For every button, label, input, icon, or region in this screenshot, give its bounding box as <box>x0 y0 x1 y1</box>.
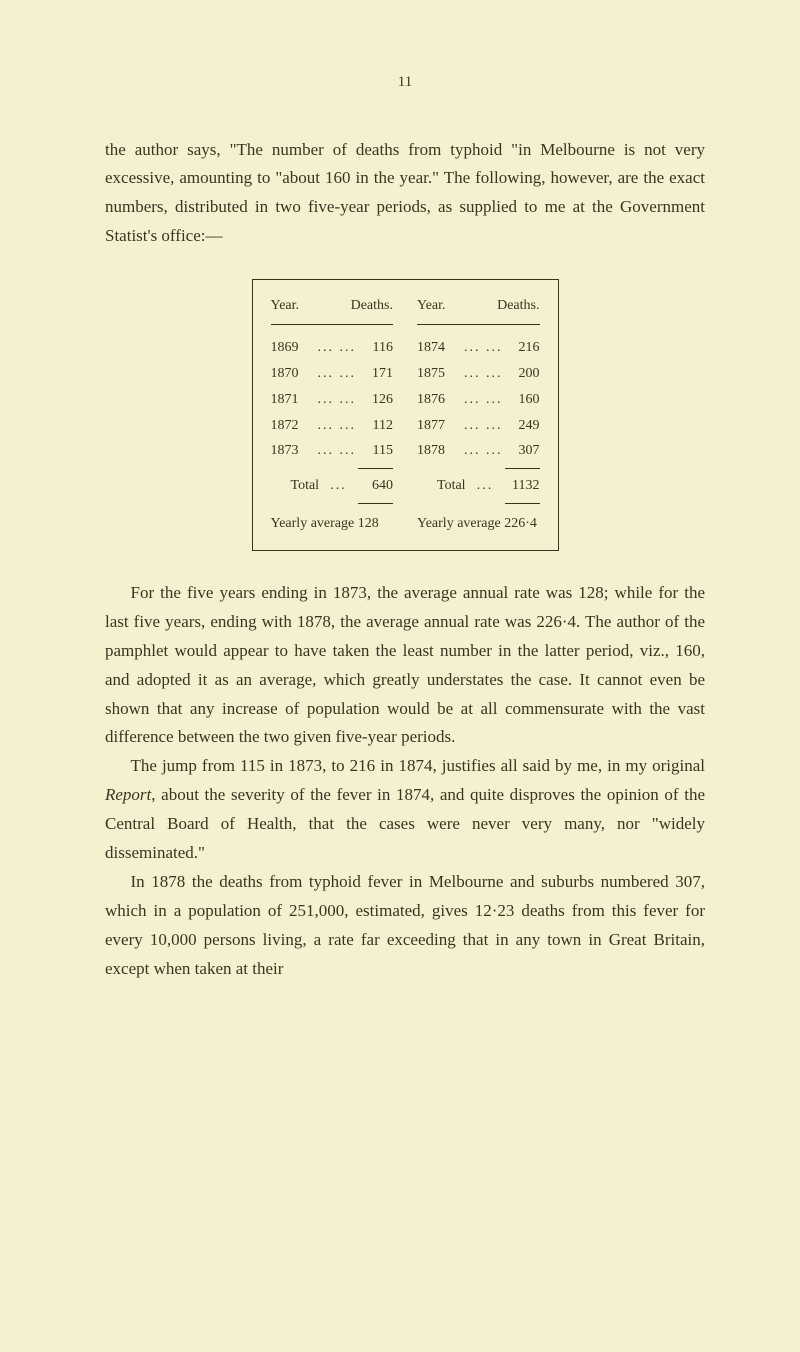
year-cell: 1878 <box>417 438 462 464</box>
p3-italic: Report <box>105 785 151 804</box>
table-header-right: Year. Deaths. <box>417 294 540 325</box>
deaths-cell: 171 <box>358 361 393 387</box>
table-row: 1870 ... ... 171 <box>271 361 394 387</box>
year-cell: 1870 <box>271 361 316 387</box>
year-cell: 1869 <box>271 335 316 361</box>
deaths-table-container: Year. Deaths. 1869 ... ... 116 1870 ... … <box>105 279 705 551</box>
deaths-cell: 249 <box>505 413 540 439</box>
yearly-average-right: Yearly average 226·4 <box>417 512 540 536</box>
deaths-cell: 115 <box>358 438 393 464</box>
dots: ... ... <box>462 413 505 439</box>
dots: ... ... <box>316 361 359 387</box>
paragraph-4: In 1878 the deaths from typhoid fever in… <box>105 868 705 984</box>
deaths-cell: 160 <box>505 387 540 413</box>
total-value: 640 <box>358 473 393 499</box>
dots: ... <box>319 473 358 499</box>
table-row: 1876 ... ... 160 <box>417 387 540 413</box>
deaths-table: Year. Deaths. 1869 ... ... 116 1870 ... … <box>252 279 559 551</box>
dots: ... ... <box>316 438 359 464</box>
table-row: 1878 ... ... 307 <box>417 438 540 464</box>
paragraph-3: The jump from 115 in 1873, to 216 in 187… <box>105 752 705 868</box>
table-row: 1871 ... ... 126 <box>271 387 394 413</box>
dots: ... ... <box>316 413 359 439</box>
dots: ... ... <box>462 335 505 361</box>
deaths-cell: 116 <box>358 335 393 361</box>
total-row-right: Total ... 1132 <box>417 473 540 499</box>
year-cell: 1876 <box>417 387 462 413</box>
table-row: 1872 ... ... 112 <box>271 413 394 439</box>
header-deaths-left: Deaths. <box>351 294 393 318</box>
total-label: Total <box>417 473 466 499</box>
deaths-cell: 126 <box>358 387 393 413</box>
deaths-cell: 112 <box>358 413 393 439</box>
table-header-left: Year. Deaths. <box>271 294 394 325</box>
deaths-cell: 200 <box>505 361 540 387</box>
dots: ... <box>466 473 505 499</box>
dots: ... ... <box>462 387 505 413</box>
deaths-cell: 216 <box>505 335 540 361</box>
header-year-left: Year. <box>271 294 350 318</box>
total-divider <box>358 503 393 504</box>
dots: ... ... <box>316 387 359 413</box>
total-divider <box>505 503 540 504</box>
total-label: Total <box>271 473 320 499</box>
table-row: 1873 ... ... 115 <box>271 438 394 464</box>
table-row: 1875 ... ... 200 <box>417 361 540 387</box>
year-cell: 1875 <box>417 361 462 387</box>
table-right-column: Year. Deaths. 1874 ... ... 216 1875 ... … <box>417 294 540 536</box>
page-number: 11 <box>105 70 705 96</box>
yearly-average-left: Yearly average 128 <box>271 512 394 536</box>
total-value: 1132 <box>505 473 540 499</box>
p3-text-1: The jump from 115 in 1873, to 216 in 187… <box>131 756 706 775</box>
year-cell: 1873 <box>271 438 316 464</box>
paragraph-1: the author says, "The number of deaths f… <box>105 136 705 252</box>
year-cell: 1874 <box>417 335 462 361</box>
table-left-column: Year. Deaths. 1869 ... ... 116 1870 ... … <box>271 294 394 536</box>
total-divider <box>505 468 540 469</box>
total-row-left: Total ... 640 <box>271 473 394 499</box>
table-row: 1874 ... ... 216 <box>417 335 540 361</box>
dots: ... ... <box>462 361 505 387</box>
year-cell: 1877 <box>417 413 462 439</box>
year-cell: 1872 <box>271 413 316 439</box>
paragraph-2: For the five years ending in 1873, the a… <box>105 579 705 752</box>
p3-text-2: , about the severity of the fever in 187… <box>105 785 705 862</box>
dots: ... ... <box>462 438 505 464</box>
table-row: 1869 ... ... 116 <box>271 335 394 361</box>
deaths-cell: 307 <box>505 438 540 464</box>
dots: ... ... <box>316 335 359 361</box>
header-year-right: Year. <box>417 294 496 318</box>
year-cell: 1871 <box>271 387 316 413</box>
table-row: 1877 ... ... 249 <box>417 413 540 439</box>
total-divider <box>358 468 393 469</box>
header-deaths-right: Deaths. <box>497 294 539 318</box>
